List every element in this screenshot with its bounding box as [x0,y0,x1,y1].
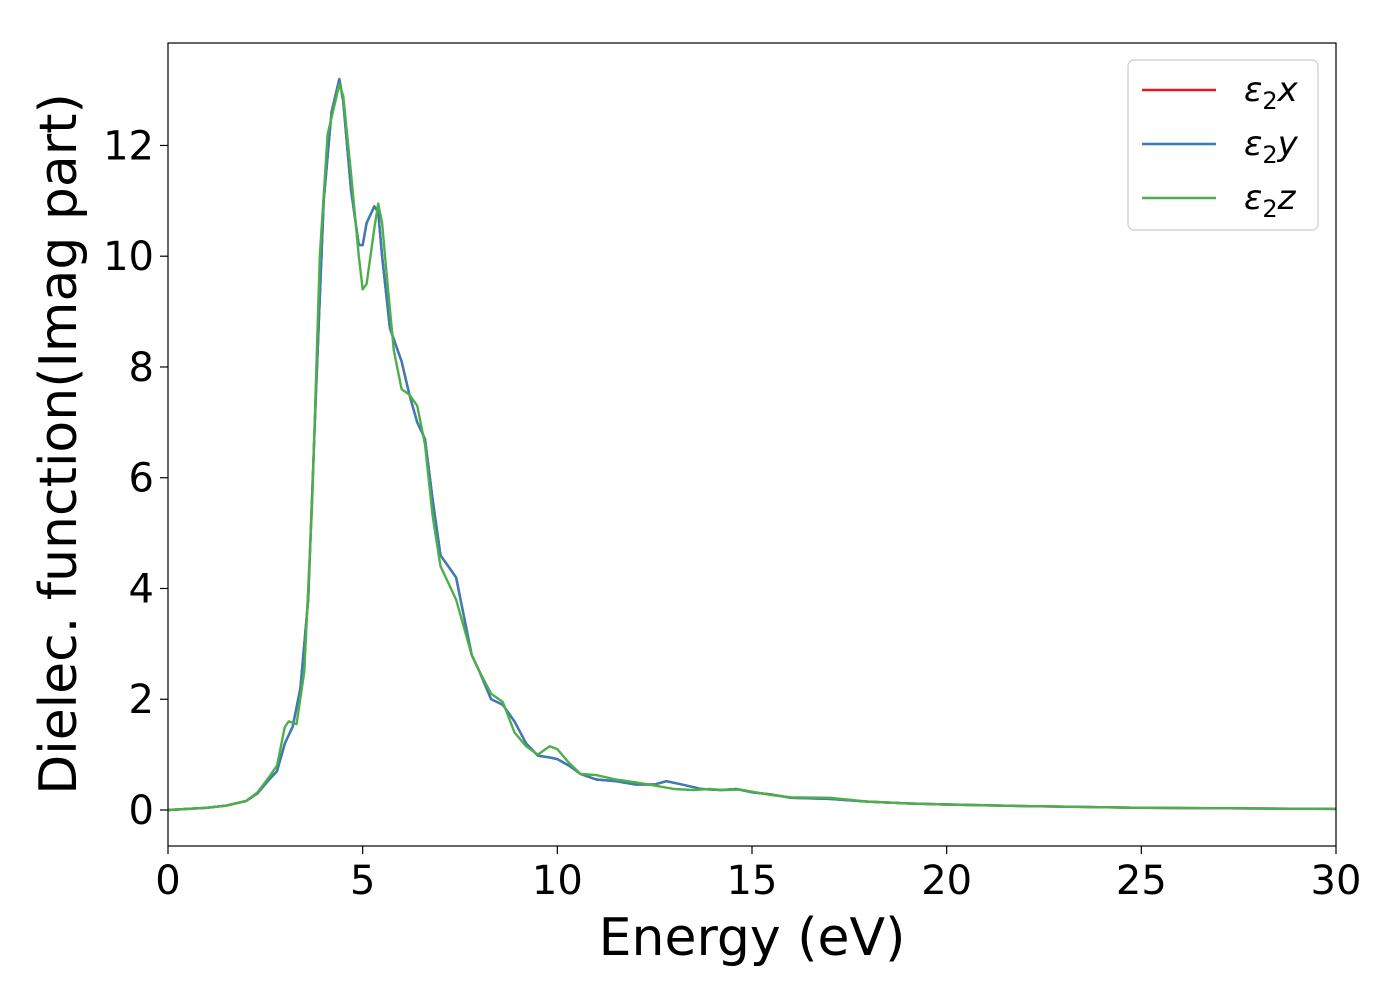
x-tick-label: 5 [350,858,375,904]
legend-box [1127,59,1319,231]
y-tick-label: 0 [129,788,154,834]
legend-label-x: ε2x [1244,70,1299,115]
y-axis-label: Dielec. function(Imag part) [29,93,89,795]
series-line-z [168,83,1336,812]
x-axis-label: Energy (eV) [599,908,906,968]
series-layer [168,77,1336,812]
x-tick-label: 15 [727,858,778,904]
x-tick-label: 10 [532,858,583,904]
x-tick-label: 20 [921,858,972,904]
plot-area [168,77,1336,812]
legend-label-y: ε2y [1244,124,1299,169]
y-axis: 0 2 4 6 8 10 12 [103,123,168,834]
y-tick-label: 4 [129,566,154,612]
y-tick-label: 12 [103,123,154,169]
y-tick-label: 8 [129,345,154,391]
x-axis: 0 5 10 15 20 25 30 [155,846,1361,904]
x-tick-label: 0 [155,858,180,904]
y-tick-label: 2 [129,677,154,723]
x-tick-label: 30 [1311,858,1362,904]
legend-label-z: ε2z [1244,178,1297,223]
y-tick-label: 6 [129,456,154,502]
x-tick-label: 25 [1116,858,1167,904]
legend: ε2x ε2y ε2z [1127,59,1319,231]
y-tick-label: 10 [103,234,154,280]
